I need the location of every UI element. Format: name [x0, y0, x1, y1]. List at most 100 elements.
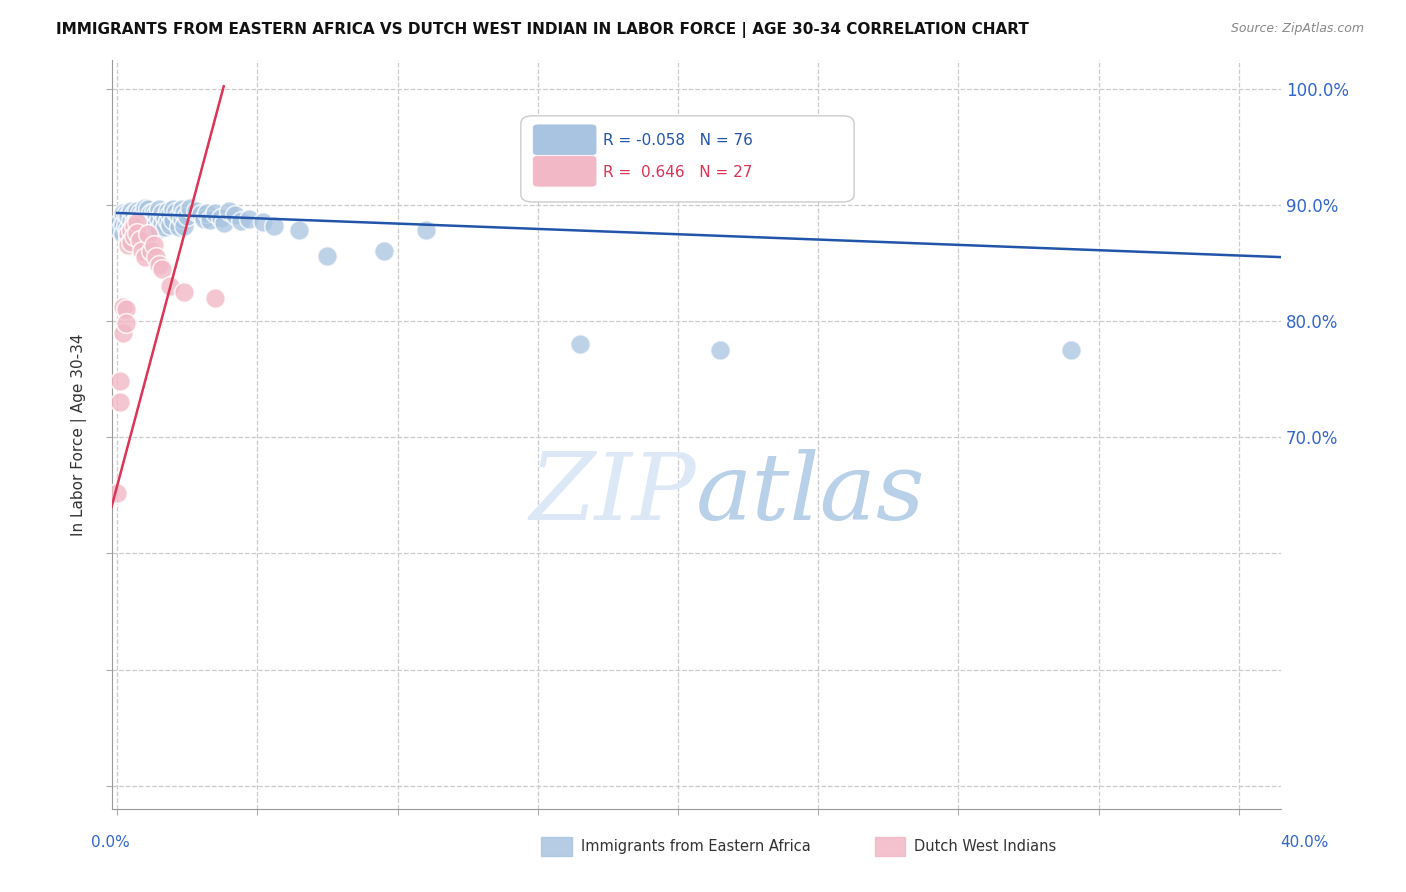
Point	[128, 206, 150, 220]
Point	[125, 226, 148, 240]
Point	[218, 203, 240, 218]
Point	[145, 250, 167, 264]
Point	[117, 227, 139, 241]
FancyBboxPatch shape	[520, 116, 853, 202]
Point	[111, 218, 134, 232]
Point	[136, 227, 159, 241]
Point	[120, 223, 142, 237]
Point	[173, 206, 195, 220]
Point	[131, 208, 153, 222]
Point	[173, 285, 195, 299]
Point	[111, 326, 134, 340]
Point	[212, 216, 235, 230]
Point	[142, 238, 165, 252]
Point	[159, 218, 181, 232]
Point	[184, 203, 207, 218]
Point	[176, 210, 198, 224]
Point	[139, 206, 162, 220]
Point	[125, 203, 148, 218]
Point	[122, 216, 145, 230]
Point	[145, 218, 167, 232]
Point	[117, 238, 139, 252]
Point	[162, 213, 184, 227]
Point	[108, 395, 131, 409]
Point	[568, 337, 591, 351]
Point	[167, 210, 190, 224]
Point	[316, 249, 339, 263]
Point	[134, 250, 156, 264]
Point	[179, 202, 201, 216]
Point	[108, 375, 131, 389]
Point	[204, 291, 226, 305]
Point	[111, 227, 134, 241]
Point	[114, 302, 136, 317]
Point	[204, 206, 226, 220]
Text: Immigrants from Eastern Africa: Immigrants from Eastern Africa	[581, 839, 810, 854]
Point	[117, 222, 139, 236]
Point	[209, 211, 232, 225]
Point	[114, 207, 136, 221]
Bar	[541, 837, 572, 856]
Point	[120, 223, 142, 237]
Point	[153, 211, 176, 225]
Text: IMMIGRANTS FROM EASTERN AFRICA VS DUTCH WEST INDIAN IN LABOR FORCE | AGE 30-34 C: IMMIGRANTS FROM EASTERN AFRICA VS DUTCH …	[56, 22, 1029, 38]
Point	[195, 206, 218, 220]
Point	[170, 211, 193, 226]
Point	[108, 223, 131, 237]
Text: 0.0%: 0.0%	[91, 836, 131, 850]
Point	[148, 202, 170, 217]
Point	[193, 211, 215, 226]
Point	[117, 210, 139, 224]
Text: Dutch West Indians: Dutch West Indians	[914, 839, 1056, 854]
Y-axis label: In Labor Force | Age 30-34: In Labor Force | Age 30-34	[72, 333, 87, 535]
Point	[252, 215, 274, 229]
Point	[128, 233, 150, 247]
Point	[173, 219, 195, 233]
Point	[108, 215, 131, 229]
Point	[120, 235, 142, 249]
Point	[142, 214, 165, 228]
Text: 40.0%: 40.0%	[1281, 836, 1329, 850]
Point	[120, 214, 142, 228]
Point	[125, 213, 148, 227]
Point	[111, 300, 134, 314]
Text: atlas: atlas	[696, 450, 925, 540]
Point	[170, 202, 193, 217]
Bar	[875, 837, 905, 856]
Point	[709, 343, 731, 357]
Point	[122, 229, 145, 244]
Point	[134, 202, 156, 216]
Point	[415, 223, 437, 237]
Point	[122, 207, 145, 221]
Point	[120, 203, 142, 218]
Point	[131, 218, 153, 232]
Point	[122, 219, 145, 233]
Point	[114, 219, 136, 233]
Text: Source: ZipAtlas.com: Source: ZipAtlas.com	[1230, 22, 1364, 36]
Point	[125, 222, 148, 236]
Point	[150, 206, 173, 220]
Point	[131, 244, 153, 259]
Point	[165, 204, 187, 219]
Point	[134, 211, 156, 225]
Point	[128, 215, 150, 229]
Text: R =  0.646   N = 27: R = 0.646 N = 27	[603, 164, 752, 179]
Point	[111, 206, 134, 220]
Point	[136, 202, 159, 217]
Point	[162, 202, 184, 217]
Point	[263, 219, 285, 233]
Text: R = -0.058   N = 76: R = -0.058 N = 76	[603, 133, 752, 148]
Point	[1059, 343, 1081, 357]
Point	[159, 279, 181, 293]
Point	[148, 222, 170, 236]
Point	[136, 213, 159, 227]
Point	[159, 207, 181, 221]
Point	[150, 261, 173, 276]
Point	[125, 215, 148, 229]
Point	[114, 316, 136, 330]
Point	[373, 244, 395, 259]
Point	[153, 219, 176, 234]
Point	[105, 486, 128, 500]
Point	[139, 244, 162, 259]
Point	[128, 227, 150, 241]
